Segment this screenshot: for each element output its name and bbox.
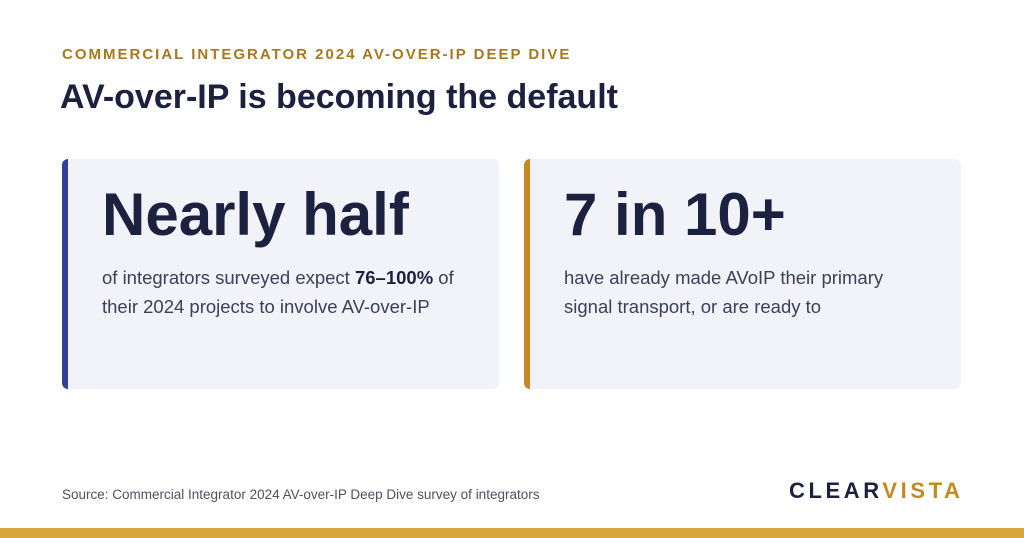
stat-card-7-in-10: 7 in 10+ have already made AVoIP their p… xyxy=(524,159,961,389)
stat-description: of integrators surveyed expect 76–100% o… xyxy=(102,263,467,321)
source-note: Source: Commercial Integrator 2024 AV-ov… xyxy=(62,487,540,502)
stat-headline: Nearly half xyxy=(102,181,409,248)
stat-description-text: of integrators surveyed expect xyxy=(102,267,355,288)
stat-highlight: 76–100% xyxy=(354,267,434,288)
page-title: AV-over-IP is becoming the default xyxy=(60,78,618,116)
stat-description-text-end: of their 2024 projects to involve AV-ove… xyxy=(102,267,454,317)
logo-word-vista: VISTA xyxy=(882,478,964,503)
stat-description: have already made AVoIP their primary si… xyxy=(564,267,884,317)
logo-word-clear: CLEAR xyxy=(789,478,883,503)
stat-headline: 7 in 10+ xyxy=(564,181,786,248)
bottom-accent-bar xyxy=(0,528,1024,538)
eyebrow-label: COMMERCIAL INTEGRATOR 2024 AV-OVER-IP DE… xyxy=(62,46,572,63)
stat-card-nearly-half: Nearly half of integrators surveyed expe… xyxy=(62,159,499,389)
clearvista-logo: CLEARVISTA xyxy=(789,478,964,504)
